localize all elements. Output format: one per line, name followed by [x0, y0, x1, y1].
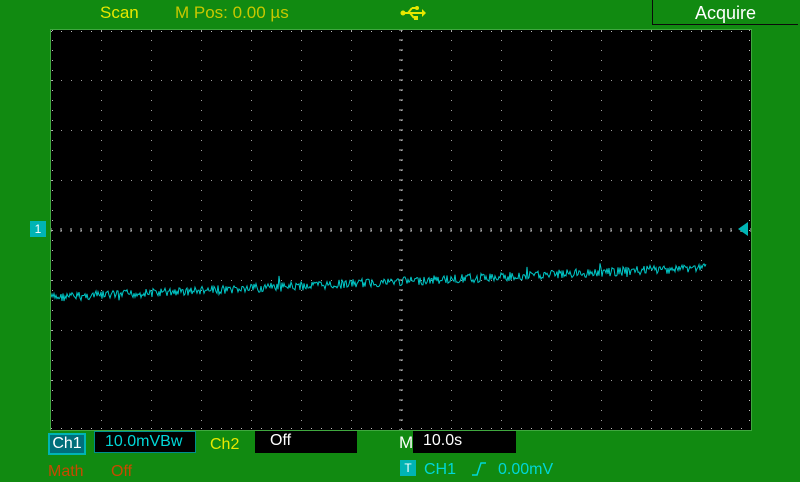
trigger-icon: T: [400, 460, 416, 476]
timebase-value[interactable]: 10.0s: [413, 431, 516, 453]
ch1-volts-per-div[interactable]: 10.0mVBw: [94, 431, 196, 453]
horizontal-position-readout: M Pos: 0.00 µs: [175, 3, 289, 22]
ch1-tag[interactable]: Ch1: [48, 433, 86, 455]
trigger-source[interactable]: CH1: [424, 461, 457, 478]
rising-edge-icon: [472, 462, 486, 476]
usb-icon: [400, 6, 426, 20]
math-tag[interactable]: Math: [48, 463, 84, 480]
ch1-ground-marker[interactable]: 1: [30, 221, 46, 237]
waveform-display[interactable]: [50, 29, 752, 431]
timebase-label: M: [399, 433, 414, 452]
ch1-waveform-trace: [51, 262, 707, 302]
trigger-level-readout[interactable]: 0.00mV: [498, 461, 554, 478]
math-value: Off: [111, 463, 133, 480]
ch2-tag[interactable]: Ch2: [210, 436, 240, 453]
menu-title-acquire[interactable]: Acquire: [652, 0, 798, 25]
trigger-level-marker[interactable]: [738, 222, 748, 236]
graticule-grid: [51, 30, 751, 430]
ch2-volts-per-div[interactable]: Off: [255, 431, 357, 453]
acquisition-mode-label: Scan: [100, 3, 139, 22]
